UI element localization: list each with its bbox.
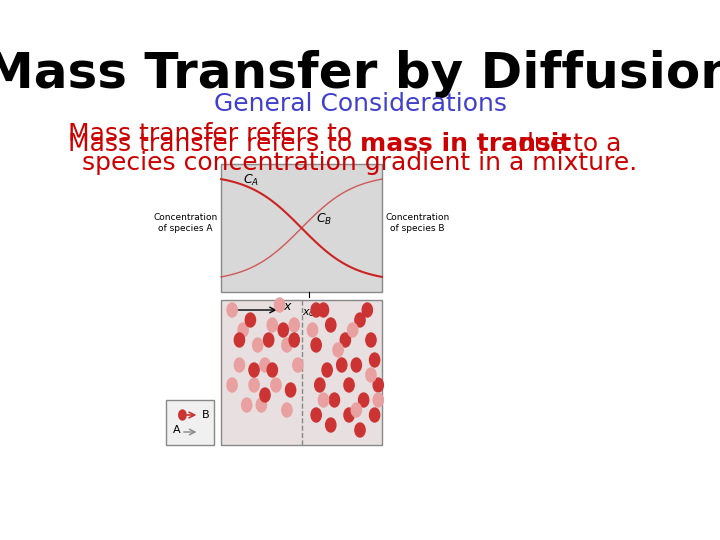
Text: General Considerations: General Considerations (214, 92, 506, 116)
Text: mass in transit: mass in transit (360, 132, 572, 156)
Circle shape (260, 358, 270, 372)
Text: due to a: due to a (510, 132, 621, 156)
Circle shape (337, 358, 347, 372)
Circle shape (267, 363, 277, 377)
Text: species concentration gradient in a mixture.: species concentration gradient in a mixt… (82, 151, 638, 175)
Bar (221, 300, 382, 445)
Circle shape (249, 378, 259, 392)
Circle shape (348, 323, 358, 337)
Bar (221, 164, 382, 292)
Circle shape (256, 398, 266, 412)
Text: Concentration
of species B: Concentration of species B (386, 213, 450, 233)
Text: Concentration
of species A: Concentration of species A (153, 213, 217, 233)
Text: Mass transfer refers to: Mass transfer refers to (68, 132, 360, 156)
Circle shape (311, 303, 321, 317)
Text: $C_B$: $C_B$ (316, 212, 333, 227)
Circle shape (355, 313, 365, 327)
Circle shape (274, 298, 284, 312)
Text: $x$: $x$ (283, 300, 293, 314)
Circle shape (267, 318, 277, 332)
Circle shape (366, 333, 376, 347)
Text: Mass Transfer by Diffusion: Mass Transfer by Diffusion (0, 50, 720, 98)
Circle shape (373, 393, 383, 407)
Text: $x_o$: $x_o$ (302, 307, 315, 319)
Circle shape (289, 318, 300, 332)
Circle shape (351, 358, 361, 372)
Text: B: B (202, 410, 209, 420)
Circle shape (373, 378, 383, 392)
Circle shape (285, 383, 296, 397)
Circle shape (249, 363, 259, 377)
Circle shape (246, 313, 256, 327)
Circle shape (311, 408, 321, 422)
Circle shape (253, 338, 263, 352)
Circle shape (289, 333, 300, 347)
Circle shape (227, 378, 237, 392)
Circle shape (359, 393, 369, 407)
Circle shape (271, 378, 281, 392)
Circle shape (344, 378, 354, 392)
Circle shape (238, 323, 248, 337)
Circle shape (227, 303, 237, 317)
Text: Mass transfer refers to: Mass transfer refers to (68, 122, 360, 146)
Circle shape (362, 303, 372, 317)
Text: $C_A$: $C_A$ (243, 173, 259, 188)
Circle shape (293, 358, 303, 372)
Circle shape (344, 408, 354, 422)
Circle shape (282, 338, 292, 352)
Circle shape (325, 318, 336, 332)
Circle shape (369, 408, 379, 422)
Circle shape (333, 343, 343, 357)
Circle shape (369, 353, 379, 367)
Circle shape (355, 423, 365, 437)
Circle shape (307, 323, 318, 337)
Text: A: A (173, 425, 181, 435)
Circle shape (322, 363, 332, 377)
Circle shape (282, 403, 292, 417)
Circle shape (329, 393, 340, 407)
Circle shape (278, 323, 289, 337)
Circle shape (179, 410, 186, 420)
Circle shape (366, 368, 376, 382)
Circle shape (315, 378, 325, 392)
Circle shape (351, 403, 361, 417)
Circle shape (325, 418, 336, 432)
Circle shape (234, 333, 245, 347)
Circle shape (318, 303, 328, 317)
Circle shape (234, 358, 245, 372)
Circle shape (260, 388, 270, 402)
Circle shape (341, 333, 351, 347)
Circle shape (311, 338, 321, 352)
Circle shape (242, 398, 252, 412)
Circle shape (318, 393, 328, 407)
Circle shape (264, 333, 274, 347)
Bar (166, 400, 214, 445)
